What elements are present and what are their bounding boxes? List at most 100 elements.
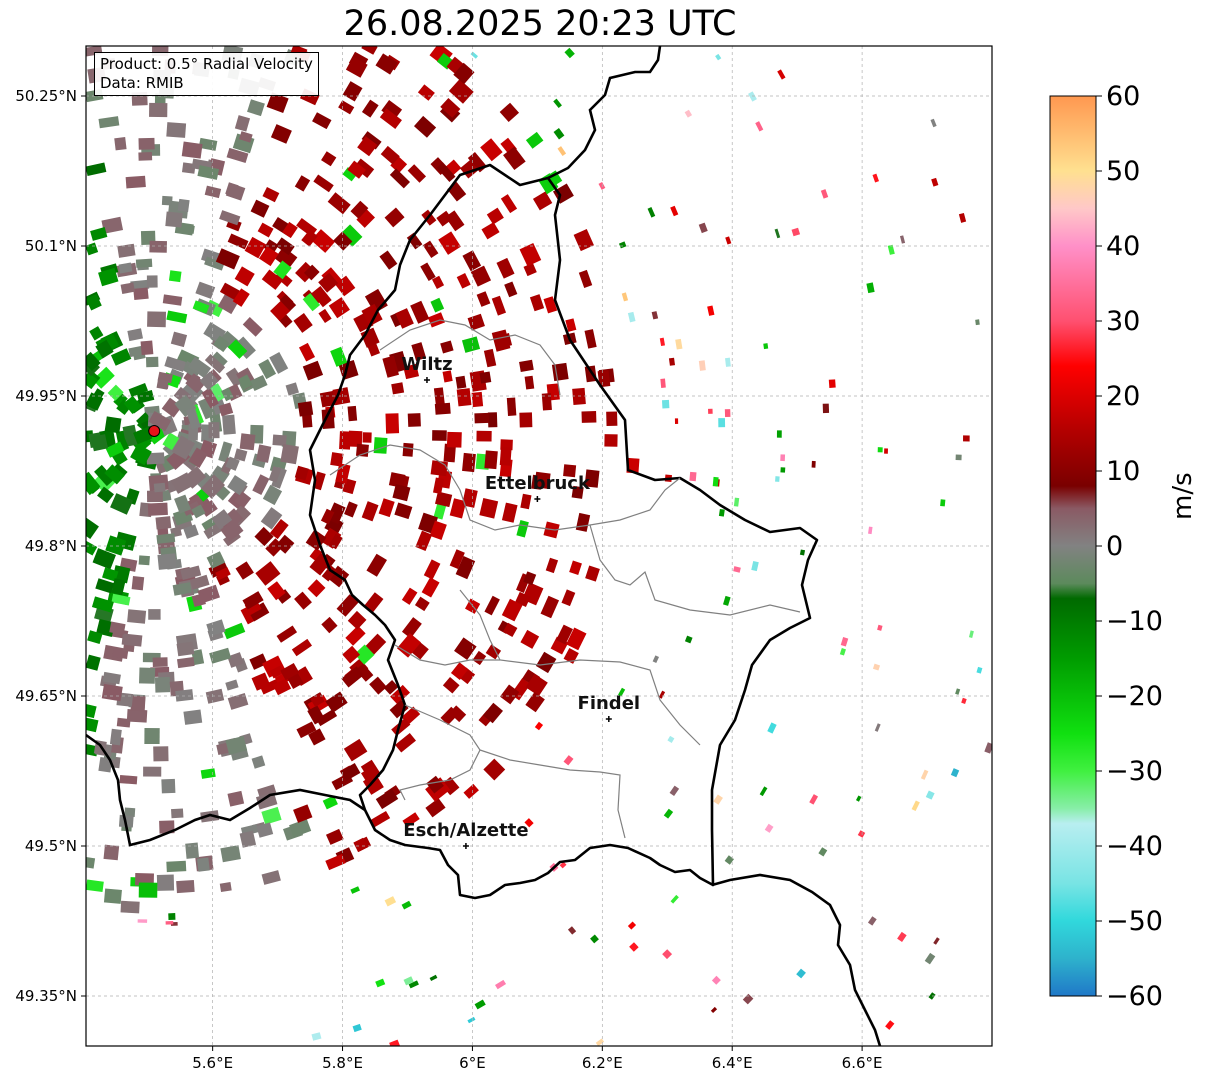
radar-bin (101, 683, 123, 702)
radar-bin (312, 112, 332, 130)
radar-bin (363, 592, 384, 614)
colorbar-unit: m/s (1168, 472, 1198, 520)
radar-bin (563, 647, 579, 664)
radar-bin (146, 275, 158, 288)
radar-bin (524, 818, 534, 828)
radar-bin (667, 735, 675, 743)
radar-bin (450, 662, 469, 681)
radar-bin (336, 594, 359, 617)
radar-bin (244, 236, 267, 259)
radar-bin (421, 577, 440, 598)
radar-bin (822, 403, 830, 414)
radar-bin (199, 371, 219, 391)
radar-bin (961, 697, 967, 704)
radar-bin (406, 232, 423, 250)
place-label: Esch/Alzette (403, 820, 528, 841)
source-label: Data: RMIB (100, 74, 184, 92)
radar-site-marker[interactable] (148, 425, 161, 437)
radar-bin (718, 418, 726, 428)
radar-bin (182, 500, 201, 516)
radar-bin (338, 359, 359, 380)
radar-bin (504, 281, 518, 298)
radar-bin (234, 491, 252, 509)
radar-bin (86, 856, 96, 869)
radar-bin (389, 1039, 400, 1046)
radar-bin (261, 269, 284, 290)
radar-bin (339, 224, 363, 247)
radar-bin (185, 842, 200, 859)
place-marker[interactable] (605, 716, 612, 722)
radar-bin (661, 399, 670, 409)
radar-bin (249, 653, 268, 670)
place-label: Wiltz (401, 354, 452, 375)
radar-bin (820, 189, 829, 199)
radar-bin (436, 162, 456, 182)
radar-bin (355, 443, 369, 457)
radar-bin (684, 109, 693, 118)
radar-bin (191, 504, 206, 519)
lat-tick-label: 49.95°N (15, 387, 77, 405)
lon-tick-label: 6°E (459, 1054, 486, 1072)
canton-lines (329, 319, 801, 839)
radar-bin (309, 547, 323, 562)
radar-bin (571, 485, 584, 499)
radar-bin (218, 441, 233, 463)
radar-bin (233, 448, 248, 462)
radar-bin (543, 170, 563, 189)
radar-bin (532, 191, 553, 211)
radar-bin (181, 141, 203, 159)
radar-bin (461, 336, 481, 353)
colorbar-tick-label: −10 (1106, 606, 1163, 637)
radar-bin (197, 165, 220, 180)
radar-bin (161, 397, 182, 418)
radar-bin (215, 248, 240, 270)
radar-bin (133, 287, 149, 300)
radar-bin (523, 571, 537, 586)
radar-bin (710, 1006, 718, 1014)
radar-bin (474, 412, 490, 424)
radar-bin (136, 412, 153, 429)
radar-bin (272, 678, 292, 696)
radar-bin (715, 53, 722, 61)
product-label: Product: 0.5° Radial Velocity (100, 55, 313, 73)
radar-bin (211, 509, 233, 530)
radar-bin (976, 666, 983, 674)
radar-bin (138, 137, 155, 150)
radar-bin (461, 488, 478, 508)
radar-bin (407, 164, 427, 183)
radar-bin (598, 181, 606, 190)
radar-bin (818, 847, 828, 857)
radar-bin (271, 466, 287, 489)
radar-bin (86, 242, 99, 256)
colorbar-tick-label: 60 (1106, 81, 1140, 112)
radar-bin (385, 413, 400, 434)
radar-bin (256, 822, 274, 838)
radar-bin (899, 235, 906, 244)
radar-bin (185, 373, 206, 394)
radar-bin (189, 574, 210, 590)
radar-bin (267, 581, 286, 601)
place-marker[interactable] (423, 377, 430, 383)
place-marker[interactable] (462, 843, 469, 849)
radar-bin (565, 318, 577, 332)
radar-bin (269, 352, 289, 374)
radar-bin (442, 370, 453, 383)
radar-bin (476, 430, 492, 442)
radar-bin (584, 329, 597, 349)
radar-bin (261, 870, 281, 885)
radar-bin (102, 567, 119, 582)
radar-bin (121, 633, 143, 647)
radar-bin (840, 637, 849, 647)
belgium-france-border (86, 733, 366, 847)
place-label: Ettelbruck (485, 473, 591, 494)
place-marker[interactable] (534, 496, 541, 502)
radar-bin (318, 272, 339, 293)
radar-bin (950, 768, 960, 778)
radar-bin (152, 657, 168, 667)
radar-bin (958, 212, 967, 223)
radar-bin (388, 472, 406, 489)
radar-bin (206, 551, 226, 569)
radar-bin (225, 735, 248, 755)
radar-bin (270, 124, 292, 144)
